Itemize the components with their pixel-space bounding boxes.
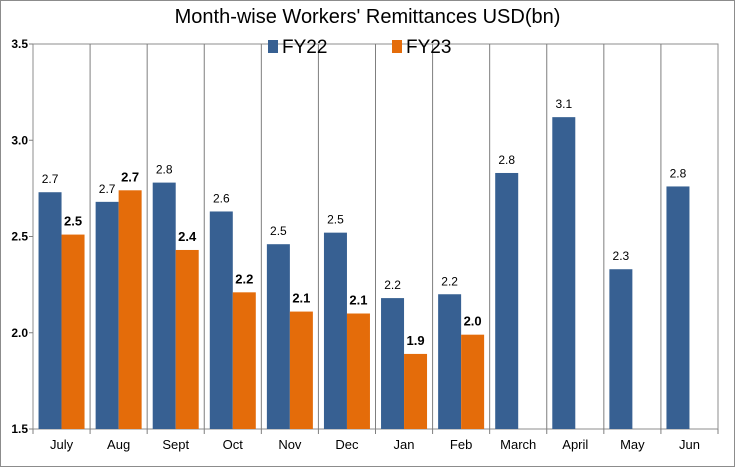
data-label-fy22: 2.8 — [498, 153, 515, 167]
x-tick-label: Feb — [450, 437, 472, 452]
x-tick-label: Jan — [394, 437, 415, 452]
data-label-fy22: 2.5 — [327, 213, 344, 227]
bar-fy23 — [118, 190, 142, 429]
x-tick-label: Nov — [278, 437, 302, 452]
y-tick-label: 2.0 — [11, 326, 28, 340]
data-label-fy23: 2.1 — [292, 291, 310, 306]
data-label-fy22: 2.7 — [42, 172, 59, 186]
bar-fy22 — [438, 294, 462, 429]
y-tick-label: 3.0 — [11, 133, 28, 147]
legend-swatch-fy23 — [392, 40, 402, 53]
x-tick-label: April — [562, 437, 588, 452]
bar-fy22 — [152, 182, 176, 429]
data-label-fy22: 2.6 — [213, 191, 230, 205]
bar-fy23 — [232, 292, 256, 429]
bar-fy23 — [404, 353, 428, 429]
bar-fy22 — [209, 211, 233, 429]
bar-fy23 — [461, 334, 485, 429]
bar-fy23 — [175, 249, 199, 429]
data-label-fy22: 2.8 — [156, 163, 173, 177]
data-label-fy22: 2.5 — [270, 224, 287, 238]
chart-title: Month-wise Workers' Remittances USD(bn) — [174, 6, 561, 28]
x-tick-label: Jun — [679, 437, 700, 452]
data-label-fy23: 2.5 — [64, 214, 82, 229]
data-label-fy23: 2.7 — [121, 169, 139, 184]
data-label-fy23: 2.2 — [235, 271, 253, 286]
bar-fy22 — [495, 172, 519, 429]
bar-fy22 — [323, 232, 347, 429]
x-tick-label: Dec — [335, 437, 359, 452]
legend-swatch-fy22 — [268, 40, 278, 53]
data-label-fy22: 2.2 — [441, 274, 458, 288]
data-label-fy23: 2.0 — [464, 314, 482, 329]
bar-fy22 — [666, 186, 690, 429]
bar-fy23 — [61, 234, 85, 429]
y-tick-label: 1.5 — [11, 422, 28, 436]
bar-fy22 — [381, 298, 405, 429]
data-label-fy23: 2.4 — [178, 229, 197, 244]
x-tick-label: July — [50, 437, 74, 452]
x-tick-label: Sept — [162, 437, 189, 452]
data-label-fy23: 1.9 — [407, 333, 425, 348]
x-tick-label: March — [500, 437, 536, 452]
data-label-fy22: 2.7 — [99, 182, 116, 196]
data-label-fy22: 2.2 — [384, 278, 401, 292]
data-label-fy23: 2.1 — [349, 293, 367, 308]
data-label-fy22: 3.1 — [555, 97, 572, 111]
bar-fy22 — [266, 244, 290, 429]
data-label-fy22: 2.8 — [670, 166, 687, 180]
x-tick-label: May — [620, 437, 645, 452]
bar-fy22 — [38, 192, 62, 429]
y-tick-label: 3.5 — [11, 37, 28, 51]
bar-fy22 — [552, 117, 576, 430]
legend-label-fy22: FY22 — [282, 37, 327, 58]
y-tick-label: 2.5 — [11, 230, 28, 244]
bar-fy23 — [346, 313, 370, 429]
bar-fy22 — [95, 201, 119, 429]
x-tick-label: Aug — [107, 437, 130, 452]
legend-label-fy23: FY23 — [406, 37, 451, 58]
data-label-fy22: 2.3 — [613, 249, 630, 263]
bar-fy23 — [289, 311, 313, 429]
bar-fy22 — [609, 269, 633, 429]
x-tick-label: Oct — [223, 437, 244, 452]
